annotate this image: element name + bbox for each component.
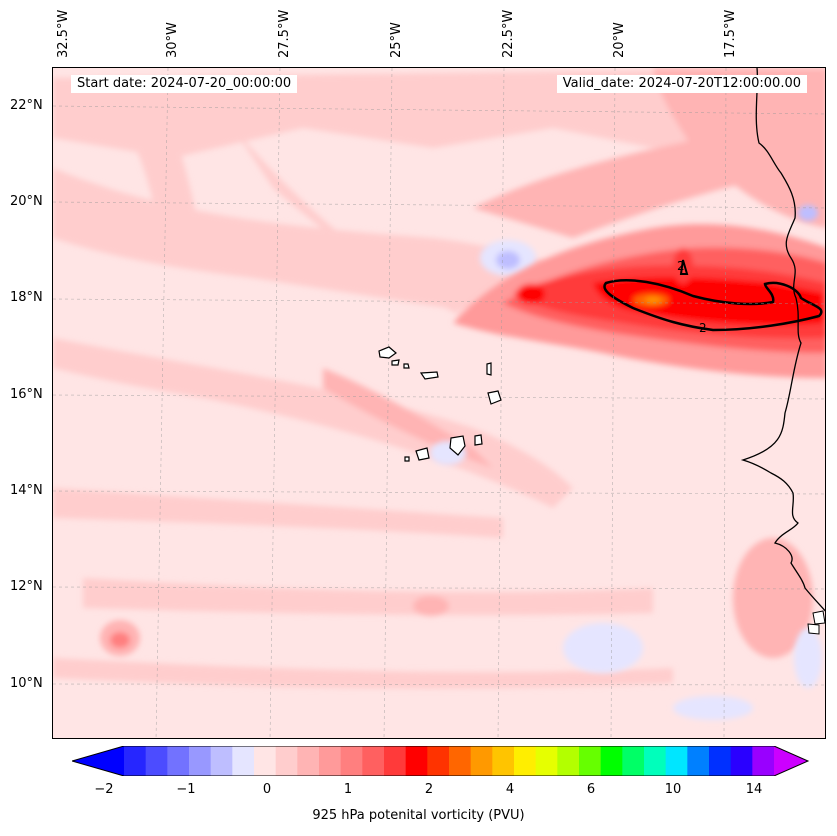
colorbar-swatch bbox=[622, 746, 645, 776]
colorbar-swatch bbox=[709, 746, 732, 776]
colorbar-swatch bbox=[600, 746, 623, 776]
lat-label-10n: 10°N bbox=[10, 676, 43, 691]
lat-label-22n: 22°N bbox=[10, 98, 43, 113]
colorbar-swatch bbox=[189, 746, 212, 776]
colorbar-swatch bbox=[665, 746, 688, 776]
map-panel: 2 2 bbox=[52, 67, 826, 739]
vorticity-max-core bbox=[453, 224, 825, 378]
colorbar-tick: 10 bbox=[664, 782, 682, 797]
colorbar-extend-max bbox=[774, 746, 808, 776]
colorbar-swatch bbox=[275, 746, 298, 776]
pv-contour-2 bbox=[603, 259, 823, 332]
colorbar-swatch bbox=[644, 746, 667, 776]
colorbar-swatch bbox=[449, 746, 472, 776]
colorbar-tick: −1 bbox=[176, 782, 196, 797]
colorbar-swatch bbox=[687, 746, 710, 776]
colorbar-swatch bbox=[167, 746, 190, 776]
graticule bbox=[53, 68, 825, 738]
colorbar-title: 925 hPa potenital vorticity (PVU) bbox=[312, 808, 525, 823]
colorbar-swatch bbox=[145, 746, 168, 776]
contour-label-upper: 2 bbox=[677, 259, 685, 273]
colorbar-swatch bbox=[384, 746, 407, 776]
colorbar-swatch bbox=[232, 746, 255, 776]
african-coastline bbox=[740, 68, 825, 612]
colorbar-swatch bbox=[579, 746, 602, 776]
colorbar-swatch bbox=[514, 746, 537, 776]
vorticity-field: 2 2 bbox=[53, 68, 825, 738]
colorbar-swatch bbox=[752, 746, 775, 776]
colorbar-swatch bbox=[557, 746, 580, 776]
lon-label-30w: 30°W bbox=[165, 22, 180, 58]
colorbar-swatch bbox=[210, 746, 233, 776]
colorbar-swatch bbox=[254, 746, 277, 776]
colorbar-swatch bbox=[535, 746, 558, 776]
lon-label-17-5w: 17.5°W bbox=[723, 9, 738, 58]
lon-label-32-5w: 32.5°W bbox=[56, 9, 71, 58]
lat-label-16n: 16°N bbox=[10, 387, 43, 402]
colorbar-tick: −2 bbox=[94, 782, 114, 797]
colorbar-swatch bbox=[319, 746, 342, 776]
colorbar-swatch bbox=[362, 746, 385, 776]
vorticity-negative-patches bbox=[430, 205, 822, 720]
contour-label-lower: 2 bbox=[699, 321, 707, 335]
colorbar-tick: 6 bbox=[586, 782, 596, 797]
lon-label-25w: 25°W bbox=[389, 22, 404, 58]
colorbar-tick: 4 bbox=[505, 782, 515, 797]
lat-label-18n: 18°N bbox=[10, 290, 43, 305]
colorbar-swatch bbox=[492, 746, 515, 776]
colorbar-swatch bbox=[470, 746, 493, 776]
colorbar-swatch bbox=[124, 746, 147, 776]
colorbar-tick: 14 bbox=[745, 782, 763, 797]
valid-date-label: Valid_date: 2024-07-20T12:00:00.00 bbox=[556, 75, 807, 93]
colorbar bbox=[72, 746, 810, 776]
colorbar-swatch bbox=[340, 746, 363, 776]
start-date-label: Start date: 2024-07-20_00:00:00 bbox=[71, 75, 298, 93]
lat-label-20n: 20°N bbox=[10, 194, 43, 209]
cape-verde-islands bbox=[378, 346, 502, 462]
lat-label-14n: 14°N bbox=[10, 483, 43, 498]
colorbar-tick: 1 bbox=[343, 782, 353, 797]
lon-label-22-5w: 22.5°W bbox=[501, 9, 516, 58]
vorticity-pink-bands bbox=[53, 68, 825, 689]
colorbar-swatch bbox=[297, 746, 320, 776]
colorbar-swatch bbox=[730, 746, 753, 776]
lon-label-20w: 20°W bbox=[612, 22, 627, 58]
colorbar-extend-min bbox=[72, 746, 124, 776]
colorbar-tick: 2 bbox=[424, 782, 434, 797]
colorbar-outline bbox=[72, 746, 810, 776]
lat-label-12n: 12°N bbox=[10, 579, 43, 594]
coastline-islets bbox=[807, 610, 825, 635]
lon-label-27-5w: 27.5°W bbox=[277, 9, 292, 58]
colorbar-tick: 0 bbox=[262, 782, 272, 797]
colorbar-swatch bbox=[427, 746, 450, 776]
colorbar-swatch bbox=[405, 746, 428, 776]
